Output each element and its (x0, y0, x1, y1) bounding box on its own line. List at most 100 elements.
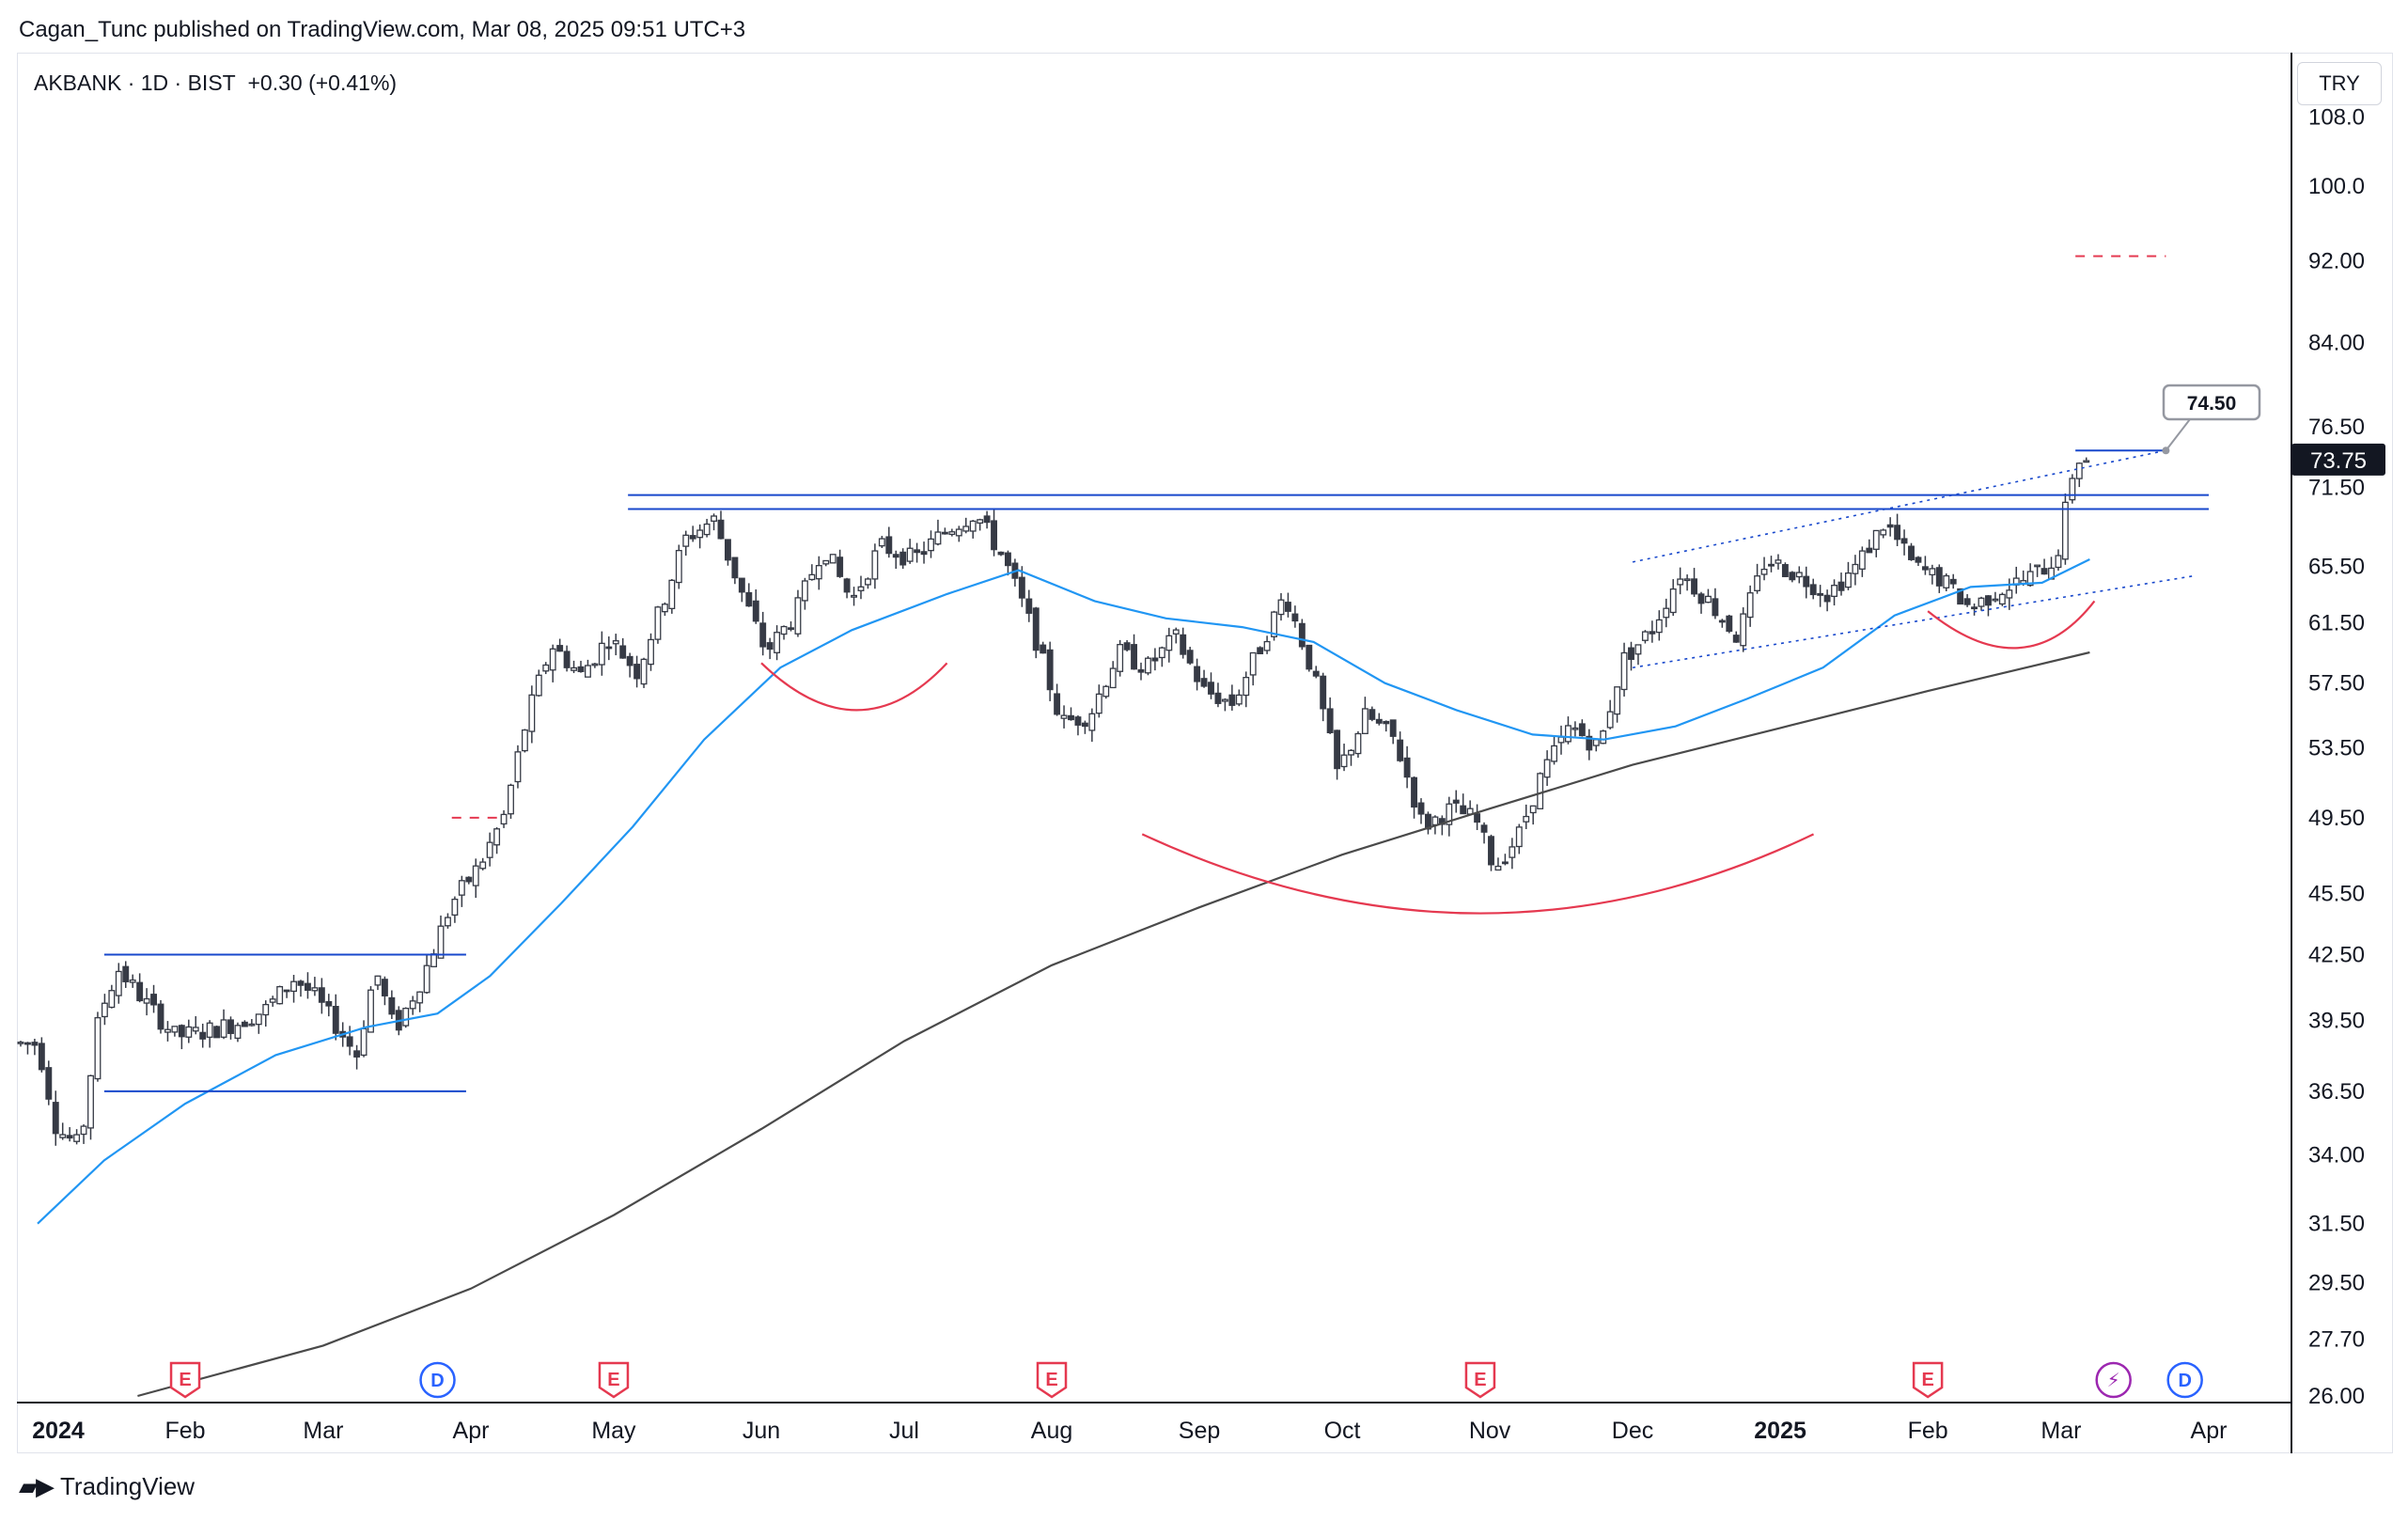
earnings-event-marker[interactable]: E (1912, 1361, 1944, 1399)
candle (1726, 614, 1733, 634)
candle (1243, 671, 1250, 708)
price-tick-label: 53.50 (2308, 736, 2365, 761)
candle (1984, 595, 1992, 617)
candle (563, 645, 571, 672)
candle-up (612, 640, 619, 645)
earnings-event-marker[interactable]: E (169, 1361, 201, 1399)
candle (585, 659, 591, 678)
candle-up (185, 1026, 193, 1038)
candle-down (745, 591, 753, 607)
candle (1257, 646, 1264, 655)
candle-down (1074, 716, 1082, 726)
earnings-event-marker[interactable]: E (598, 1361, 630, 1399)
candle (1494, 857, 1502, 871)
candle-down (213, 1026, 221, 1039)
candle (878, 536, 885, 549)
candle-up (1677, 578, 1684, 586)
candle-down (1194, 666, 1201, 682)
candle-up (1243, 677, 1250, 697)
candle (1145, 655, 1151, 676)
candle (1375, 713, 1383, 726)
candle-up (682, 534, 690, 547)
candle (696, 524, 704, 549)
candle-down (318, 987, 325, 1003)
candle (1131, 634, 1137, 670)
candle-down (1935, 567, 1943, 587)
candle (1809, 578, 1817, 600)
time-tick-label: Apr (2191, 1418, 2228, 1444)
candle (87, 1074, 94, 1140)
candle-down (892, 554, 899, 558)
candle-up (675, 549, 682, 584)
currency-button[interactable]: TRY (2297, 62, 2382, 105)
candle-up (1760, 568, 1768, 575)
candle-down (1368, 709, 1376, 720)
candle-up (2026, 571, 2034, 587)
candle-up (851, 594, 857, 598)
candle-up (711, 515, 717, 522)
dividend-event-marker[interactable]: D (2166, 1361, 2203, 1399)
earnings-icon (1464, 1361, 1496, 1399)
candle-up (87, 1074, 94, 1129)
candle-down (2041, 568, 2048, 575)
time-tick-label: Feb (1908, 1418, 1948, 1444)
candle (1746, 585, 1754, 627)
candle-up (1494, 865, 1502, 871)
candle (514, 745, 522, 789)
earnings-event-marker[interactable]: E (1036, 1361, 1068, 1399)
candle-up (402, 1008, 410, 1027)
dividend-event-marker[interactable]: D (419, 1361, 456, 1399)
candle (1795, 566, 1803, 584)
price-tick-label: 27.70 (2308, 1326, 2365, 1352)
candle (227, 1016, 234, 1040)
split-event-marker[interactable]: ⚡ (2095, 1361, 2132, 1399)
candle-down (199, 1031, 207, 1040)
candle-down (1586, 735, 1593, 751)
candle-up (94, 1017, 102, 1080)
candle (1578, 719, 1586, 737)
candle (1005, 550, 1011, 576)
candle-up (928, 538, 934, 552)
candle-up (423, 964, 430, 994)
candle-up (451, 898, 459, 916)
candle (591, 663, 599, 668)
candle (1306, 644, 1313, 672)
candle (1088, 708, 1096, 743)
symbol-legend[interactable]: AKBANK · 1D · BIST +0.30 (+0.41%) (34, 71, 397, 96)
candle (353, 1044, 361, 1070)
candle-up (1775, 559, 1782, 564)
candle (794, 589, 802, 637)
candle (1718, 619, 1726, 628)
candle (80, 1124, 87, 1144)
candle-up (668, 579, 676, 610)
candle-down (1334, 729, 1341, 770)
candle (458, 875, 465, 907)
candle (1831, 579, 1837, 606)
candle-up (1557, 736, 1565, 744)
candle (2075, 462, 2083, 488)
candle-down (227, 1019, 234, 1034)
candle (711, 513, 717, 531)
candle-up (528, 694, 536, 732)
candle-up (164, 1028, 171, 1033)
candle (332, 994, 339, 1041)
candle (1509, 838, 1516, 870)
candle-up (1655, 619, 1663, 634)
candle-down (914, 549, 921, 554)
candle-down (1480, 824, 1488, 833)
candle (1886, 517, 1894, 537)
candle-up (1663, 607, 1670, 619)
candle (1271, 610, 1277, 641)
candle-up (1705, 595, 1712, 604)
price-tick-label: 49.50 (2308, 806, 2365, 831)
candle-up (794, 597, 802, 635)
candle (2083, 457, 2090, 463)
candle-up (571, 666, 577, 671)
candle-up (80, 1125, 87, 1136)
candle-down (381, 979, 388, 996)
candle-up (648, 638, 654, 666)
earnings-event-marker[interactable]: E (1464, 1361, 1496, 1399)
candle-down (1886, 524, 1894, 528)
candle (1081, 720, 1088, 734)
